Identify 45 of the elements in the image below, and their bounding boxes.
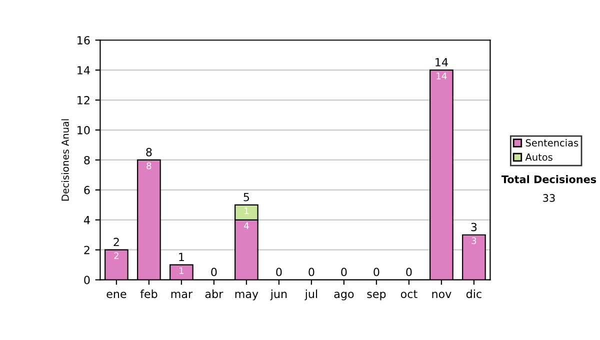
- x-tick-label: feb: [140, 290, 158, 298]
- total-label: 0: [341, 268, 347, 276]
- total-label: 2: [114, 238, 119, 246]
- text: Total Decisiones: [501, 175, 596, 184]
- y-tick-label: 10: [78, 126, 90, 134]
- data-label: 1: [180, 267, 184, 274]
- total-label: 0: [406, 268, 412, 276]
- y-tick-label: 14: [78, 66, 90, 74]
- legend-label: Autos: [525, 154, 552, 161]
- total-label: 5: [244, 193, 250, 202]
- text: 33: [543, 194, 555, 202]
- y-tick-label: 16: [78, 36, 90, 44]
- y-tick-label: 0: [84, 276, 90, 284]
- y-tick-label: 4: [84, 216, 90, 224]
- x-tick-label: jul: [304, 290, 318, 300]
- data-label: 2: [114, 252, 118, 259]
- data-label: 1: [244, 207, 248, 214]
- total-label: 0: [374, 268, 380, 276]
- x-tick-label: abr: [205, 290, 224, 298]
- x-tick-label: nov: [432, 292, 452, 298]
- x-tick-label: sep: [367, 292, 386, 300]
- x-tick-label: may: [235, 292, 258, 300]
- data-label: 3: [472, 237, 476, 244]
- y-tick-label: 2: [84, 246, 90, 254]
- x-tick-label: oct: [400, 290, 418, 298]
- x-tick-label: mar: [171, 292, 193, 298]
- y-axis-title: Decisiones Anual: [61, 119, 69, 201]
- y-tick-label: 8: [84, 156, 90, 164]
- x-tick-label: ene: [106, 292, 126, 298]
- legend-label: Sentencias: [526, 138, 578, 147]
- total-label: 0: [276, 268, 282, 276]
- total-label: 3: [471, 222, 477, 232]
- data-label: 8: [146, 162, 152, 170]
- data-label: 4: [244, 222, 249, 229]
- x-tick-label: jun: [270, 290, 287, 300]
- x-tick-label: ago: [334, 292, 354, 300]
- y-tick-label: 6: [84, 186, 90, 194]
- x-tick-label: dic: [466, 290, 482, 298]
- data-label: 14: [436, 72, 447, 80]
- y-tick-label: 12: [78, 96, 90, 104]
- total-label: 14: [436, 58, 448, 66]
- total-label: 1: [179, 252, 184, 262]
- total-label: 8: [146, 148, 152, 156]
- total-label: 0: [308, 268, 314, 276]
- total-label: 0: [211, 268, 217, 276]
